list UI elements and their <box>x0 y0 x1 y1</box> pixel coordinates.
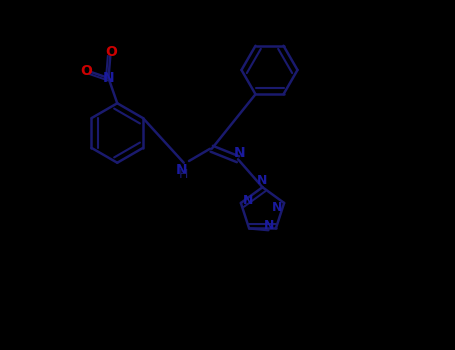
Text: N: N <box>264 219 274 232</box>
Text: N: N <box>103 71 114 85</box>
Text: H: H <box>179 168 188 181</box>
Text: N: N <box>243 194 253 206</box>
Text: O: O <box>80 64 92 78</box>
Text: N: N <box>176 163 187 177</box>
Text: N: N <box>272 201 282 214</box>
Text: N: N <box>233 146 245 160</box>
Text: N: N <box>258 174 268 187</box>
Text: O: O <box>106 45 117 59</box>
